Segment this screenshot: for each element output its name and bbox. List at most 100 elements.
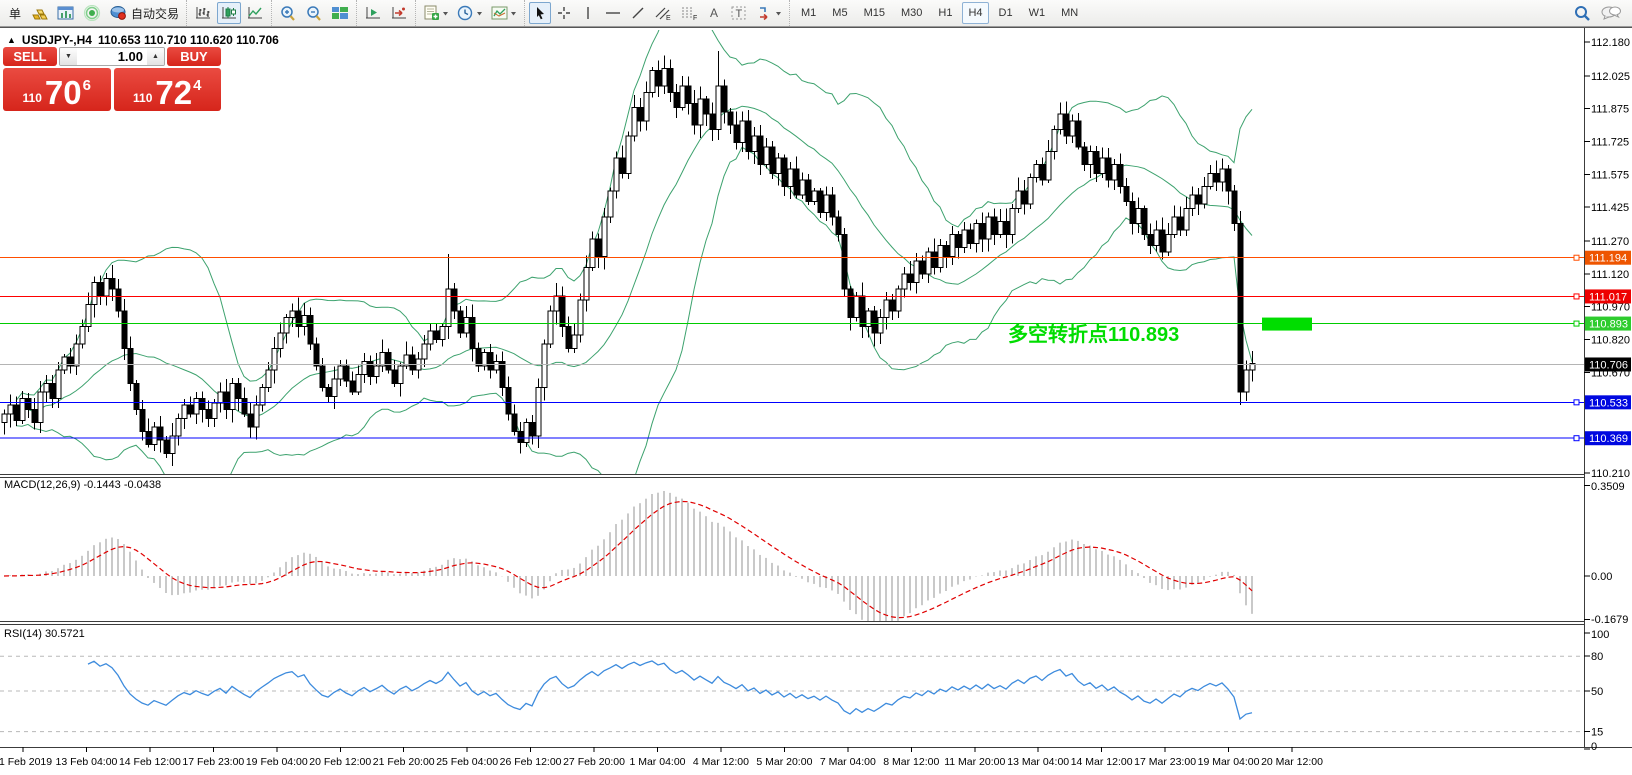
rsi-axis-label: 80: [1591, 651, 1603, 663]
zoom-out-icon[interactable]: [302, 2, 326, 24]
candle-bearish: [1147, 234, 1154, 246]
level-handle[interactable]: [1573, 435, 1580, 442]
vertical-line-icon[interactable]: [577, 2, 599, 24]
candle-bearish: [1063, 113, 1070, 137]
line-chart-icon[interactable]: [243, 2, 267, 24]
candle-bearish: [1129, 201, 1136, 225]
new-template-icon[interactable]: [420, 2, 452, 24]
rsi-axis-label: 15: [1591, 727, 1603, 739]
candle-bearish: [685, 85, 692, 104]
price-badge: [1585, 357, 1631, 372]
chat-icon[interactable]: [1597, 2, 1625, 24]
candle-bearish: [931, 251, 938, 268]
timeframe-button-h4[interactable]: H4: [962, 2, 989, 24]
candlestick-icon[interactable]: [217, 2, 242, 24]
timeframe-button-m30[interactable]: M30: [900, 7, 923, 19]
crosshair-icon[interactable]: [553, 2, 575, 24]
timeframe-button-w1[interactable]: W1: [1028, 7, 1046, 19]
candle-bearish: [817, 190, 824, 214]
price-chart[interactable]: 112.180 112.025 111.875 111.725 111.575 111.4…: [0, 28, 1632, 775]
sell-price-button[interactable]: 110 70 6: [3, 68, 111, 111]
candle-bullish: [1183, 207, 1190, 231]
timeframe-button-m5[interactable]: M5: [832, 7, 848, 19]
period-icon[interactable]: [454, 2, 486, 24]
trendline-icon[interactable]: [627, 2, 649, 24]
channel-icon[interactable]: E: [651, 2, 675, 24]
candle-bullish: [1153, 229, 1160, 246]
time-axis-label: 17 Mar 23:00: [1134, 756, 1196, 768]
pivot-highlight-box[interactable]: [1262, 317, 1312, 331]
pivot-annotation-text[interactable]: 多空转折点110.893: [1008, 324, 1180, 346]
bar-chart-icon[interactable]: [191, 2, 215, 24]
candle-bearish: [559, 295, 566, 327]
shapes-icon[interactable]: [753, 2, 785, 24]
level-handle[interactable]: [1573, 293, 1580, 300]
zoom-group: [271, 0, 356, 26]
volume-input[interactable]: [77, 48, 147, 65]
candle-bearish: [25, 398, 32, 411]
text-icon[interactable]: A: [703, 2, 725, 24]
candle-bullish: [997, 220, 1004, 236]
zoom-in-icon[interactable]: [276, 2, 300, 24]
rsi-indicator-label: RSI(14) 30.5721: [4, 628, 85, 640]
candle-bullish: [43, 382, 50, 393]
candle-bearish: [163, 439, 170, 454]
cursor-icon[interactable]: [529, 2, 552, 24]
volume-increase-button[interactable]: ▲: [147, 48, 164, 65]
candle-bearish: [313, 343, 320, 367]
sell-button[interactable]: SELL: [3, 47, 57, 66]
time-axis-label: 11 Feb 2019: [0, 756, 52, 768]
candle-bearish: [619, 157, 626, 174]
shift-chart-icon[interactable]: [361, 2, 385, 24]
buy-price-button[interactable]: 110 72 4: [113, 68, 221, 111]
timeframe-button-m15[interactable]: M15: [863, 7, 885, 19]
candle-bullish: [79, 325, 86, 345]
candle-bullish: [1015, 190, 1022, 209]
buy-button[interactable]: BUY: [167, 47, 221, 66]
timeframe-button-h1[interactable]: H1: [938, 7, 953, 19]
price-axis-label: 111.725: [1591, 137, 1629, 149]
autotrading-button[interactable]: 自动交易: [106, 2, 182, 24]
time-axis-label: 25 Feb 04:00: [436, 756, 498, 768]
horizontal-line-icon[interactable]: [601, 2, 625, 24]
candle-bearish: [49, 382, 56, 400]
candle-bullish: [583, 266, 590, 301]
price-badge: [1585, 431, 1631, 446]
candle-bearish: [709, 113, 716, 131]
candle-bearish: [1159, 229, 1166, 253]
macd-axis-label: 0.3509: [1591, 481, 1625, 493]
search-icon[interactable]: [1569, 2, 1595, 24]
timeframe-button-d1[interactable]: D1: [998, 7, 1013, 19]
candle-bearish: [745, 120, 752, 152]
indicators-icon[interactable]: [488, 2, 520, 24]
candle-bullish: [895, 288, 902, 312]
candle-bullish: [1111, 164, 1118, 181]
chart-window: 112.180 112.025 111.875 111.725 111.575 111.4…: [0, 27, 1632, 775]
candle-bullish: [1087, 150, 1094, 166]
auto-scroll-icon[interactable]: [387, 2, 411, 24]
tile-windows-icon[interactable]: [328, 2, 352, 24]
candle-bearish: [325, 387, 332, 397]
level-handle[interactable]: [1573, 254, 1580, 261]
timeframe-button-m1[interactable]: M1: [801, 7, 817, 19]
candle-bullish: [103, 277, 110, 297]
candle-bearish: [115, 288, 122, 312]
candle-bullish: [55, 369, 62, 400]
collapse-icon[interactable]: ▲: [7, 35, 16, 45]
level-handle[interactable]: [1573, 399, 1580, 406]
candle-bullish: [1207, 172, 1214, 187]
macd-indicator-label: MACD(12,26,9) -0.1443 -0.0438: [4, 479, 162, 491]
gold-bars-icon[interactable]: [28, 2, 52, 24]
volume-decrease-button[interactable]: ▼: [60, 48, 77, 65]
text-label-icon[interactable]: T: [727, 2, 751, 24]
timeframe-button-mn[interactable]: MN: [1061, 7, 1079, 19]
signal-icon[interactable]: [80, 2, 104, 24]
candle-bearish: [139, 409, 146, 432]
price-axis-label: 111.425: [1591, 202, 1629, 214]
level-handle[interactable]: [1573, 320, 1580, 327]
chart-window-icon[interactable]: [54, 2, 78, 24]
candle-bearish: [457, 310, 464, 334]
candle-bullish: [625, 135, 632, 174]
new-order-button[interactable]: 单: [4, 2, 26, 24]
fibonacci-icon[interactable]: F: [677, 2, 701, 24]
